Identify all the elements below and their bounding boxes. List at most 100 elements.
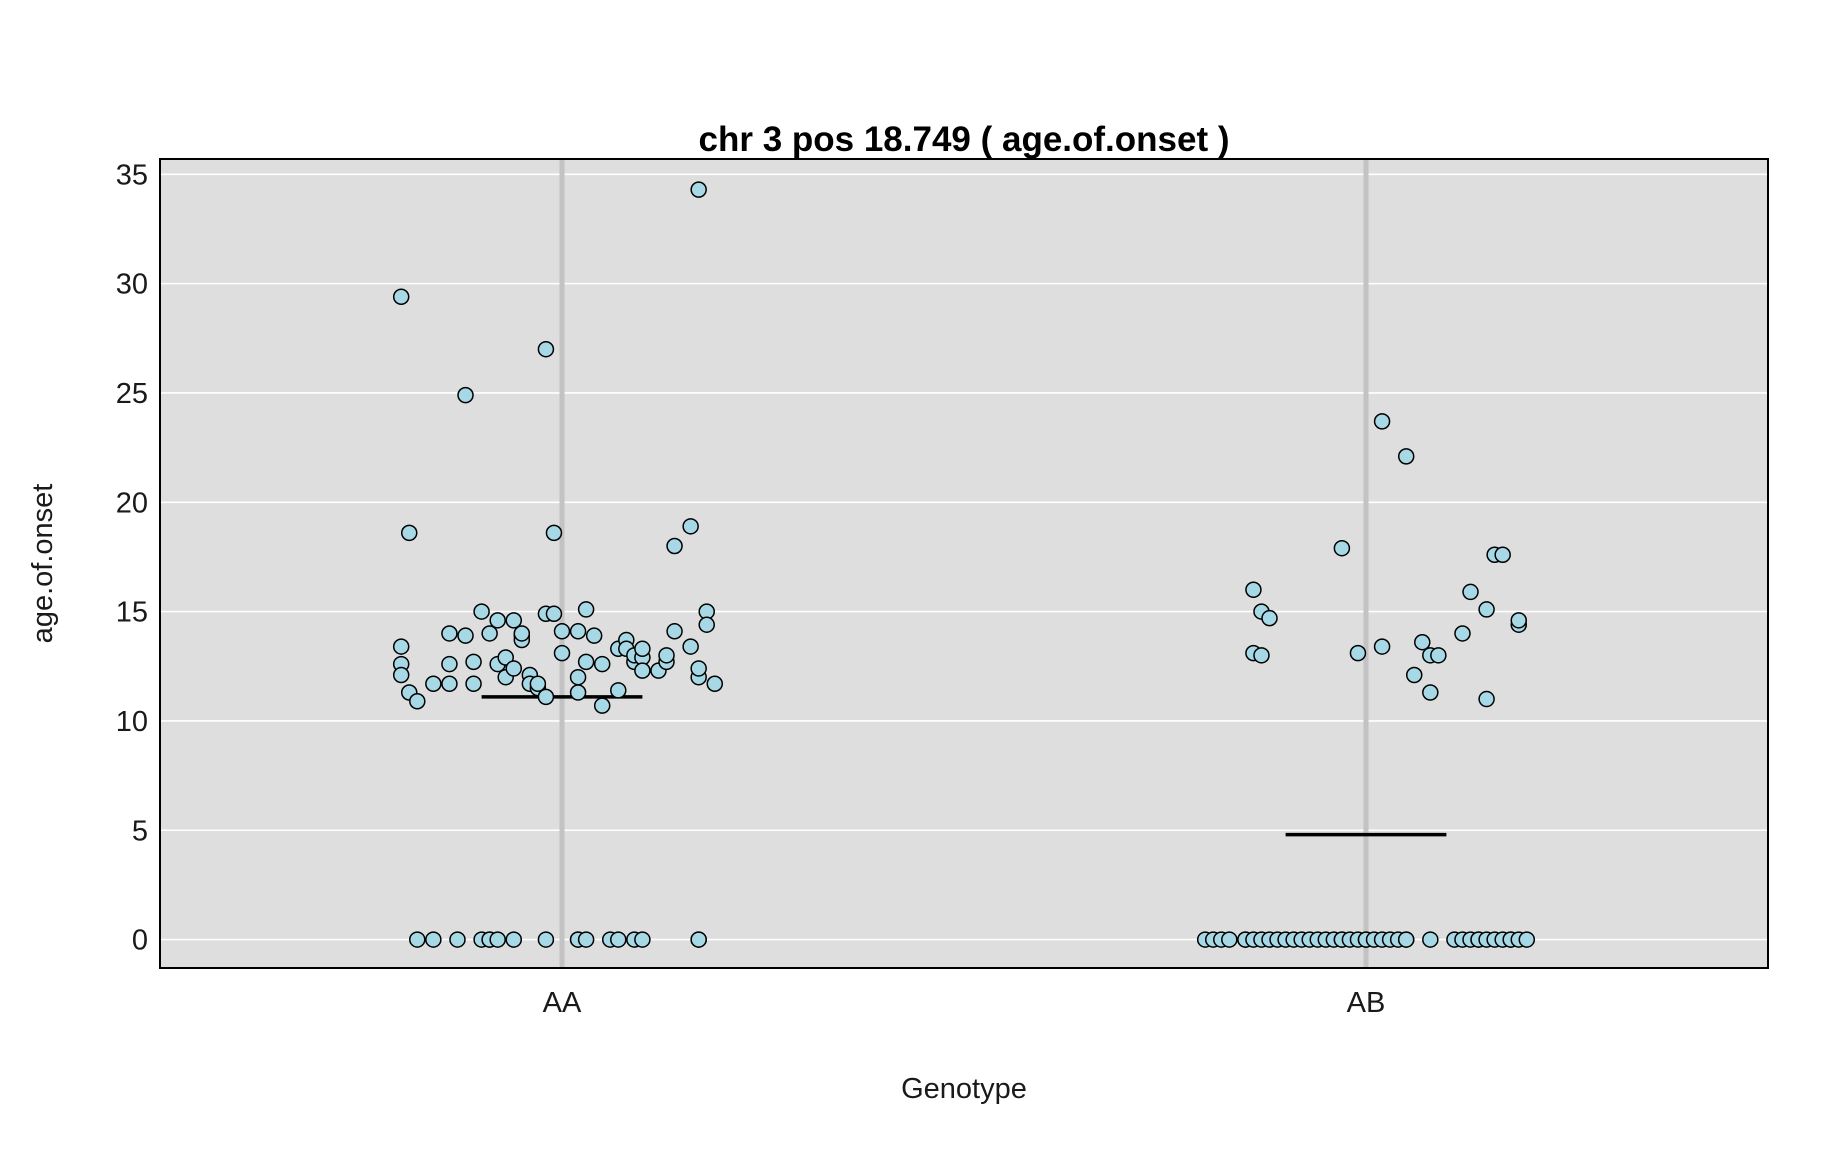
- data-point-aa: [569, 684, 587, 701]
- data-point-ab: [1494, 546, 1511, 564]
- y-tick-label: 0: [132, 925, 148, 957]
- data-point-ab: [1454, 625, 1471, 642]
- data-point-aa: [529, 675, 547, 693]
- data-point-aa: [505, 612, 523, 629]
- grid-lines: [160, 173, 1768, 941]
- data-point-ab: [1261, 609, 1278, 627]
- data-point-ab: [1373, 638, 1391, 655]
- data-point-aa: [690, 181, 707, 198]
- data-point-aa: [690, 660, 707, 677]
- data-point-aa: [577, 931, 595, 948]
- data-point-aa: [489, 612, 506, 629]
- y-tick-label: 10: [116, 706, 148, 738]
- data-point-aa: [634, 640, 651, 658]
- data-point-aa: [457, 627, 474, 644]
- data-point-aa: [392, 666, 410, 684]
- data-points: [392, 181, 1536, 948]
- data-point-ab: [1349, 644, 1367, 662]
- data-point-ab: [1510, 612, 1528, 629]
- data-point-aa: [513, 625, 531, 642]
- x-tick-label-ab: AB: [1347, 987, 1386, 1019]
- chart-title: chr 3 pos 18.749 ( age.of.onset ): [699, 120, 1230, 159]
- data-point-aa: [441, 675, 458, 693]
- data-point-aa: [489, 931, 506, 948]
- data-point-aa: [465, 653, 482, 671]
- data-point-ab: [1333, 539, 1351, 557]
- data-point-aa: [569, 668, 587, 686]
- data-point-aa: [441, 625, 458, 642]
- data-point-aa: [505, 660, 523, 677]
- data-point-ab: [1478, 690, 1495, 708]
- data-point-ab: [1221, 931, 1238, 948]
- data-point-ab: [1397, 448, 1415, 465]
- data-point-aa: [425, 931, 442, 948]
- data-point-aa: [473, 603, 490, 620]
- data-point-aa: [585, 627, 603, 644]
- data-point-ab: [1430, 647, 1447, 664]
- data-point-aa: [610, 931, 627, 948]
- data-point-aa: [457, 386, 474, 404]
- data-point-aa: [666, 537, 683, 555]
- data-point-aa: [569, 623, 587, 640]
- x-axis: AA AB: [543, 987, 1386, 1019]
- y-axis: 0 5 10 15 20 25 30 35: [116, 159, 148, 956]
- data-point-aa: [706, 675, 724, 693]
- y-axis-title: age.of.onset: [27, 484, 59, 644]
- plot-border: [159, 158, 1769, 969]
- data-point-aa: [465, 675, 482, 693]
- data-point-ab: [1422, 931, 1439, 948]
- data-point-ab: [1462, 583, 1479, 601]
- data-point-aa: [545, 605, 563, 623]
- data-point-aa: [593, 655, 611, 673]
- data-point-ab: [1422, 684, 1439, 701]
- data-point-aa: [441, 655, 458, 673]
- data-point-aa: [400, 524, 418, 542]
- y-tick-label: 25: [116, 378, 148, 410]
- data-point-aa: [553, 644, 571, 662]
- data-point-ab: [1518, 931, 1536, 948]
- data-point-aa: [392, 288, 410, 305]
- data-point-ab: [1253, 647, 1270, 664]
- data-point-aa: [577, 653, 595, 671]
- data-point-aa: [593, 697, 611, 714]
- data-point-aa: [682, 518, 699, 535]
- data-point-aa: [481, 625, 498, 642]
- data-point-aa: [577, 601, 595, 618]
- data-point-aa: [634, 662, 651, 679]
- data-point-aa: [497, 649, 514, 666]
- plot-background: [160, 159, 1768, 968]
- data-point-ab: [1414, 633, 1431, 651]
- data-point-ab: [1405, 666, 1423, 684]
- data-point-aa: [690, 931, 707, 948]
- data-point-aa: [682, 638, 699, 655]
- data-point-ab: [1478, 601, 1495, 618]
- data-point-aa: [505, 931, 523, 948]
- data-point-aa: [666, 623, 683, 640]
- data-point-ab: [1373, 413, 1391, 430]
- data-point-ab: [1245, 581, 1262, 598]
- data-point-aa: [537, 340, 555, 358]
- data-point-aa: [634, 931, 651, 948]
- data-point-aa: [425, 675, 442, 693]
- data-point-aa: [698, 616, 715, 633]
- y-tick-label: 5: [132, 815, 148, 847]
- y-tick-label: 15: [116, 597, 148, 629]
- y-tick-label: 30: [116, 269, 148, 301]
- y-tick-label: 20: [116, 487, 148, 519]
- x-axis-title: Genotype: [901, 1073, 1027, 1105]
- data-point-aa: [610, 682, 627, 699]
- data-point-aa: [409, 931, 426, 948]
- data-point-aa: [409, 692, 426, 710]
- x-tick-label-aa: AA: [543, 987, 582, 1019]
- data-point-aa: [537, 688, 555, 706]
- data-point-aa: [537, 931, 555, 948]
- data-point-ab: [1397, 931, 1415, 948]
- data-point-aa: [449, 931, 466, 948]
- data-point-aa: [545, 524, 563, 542]
- y-tick-label: 35: [116, 159, 148, 191]
- data-point-aa: [658, 647, 675, 664]
- data-point-aa: [392, 638, 410, 655]
- data-point-aa: [553, 623, 571, 640]
